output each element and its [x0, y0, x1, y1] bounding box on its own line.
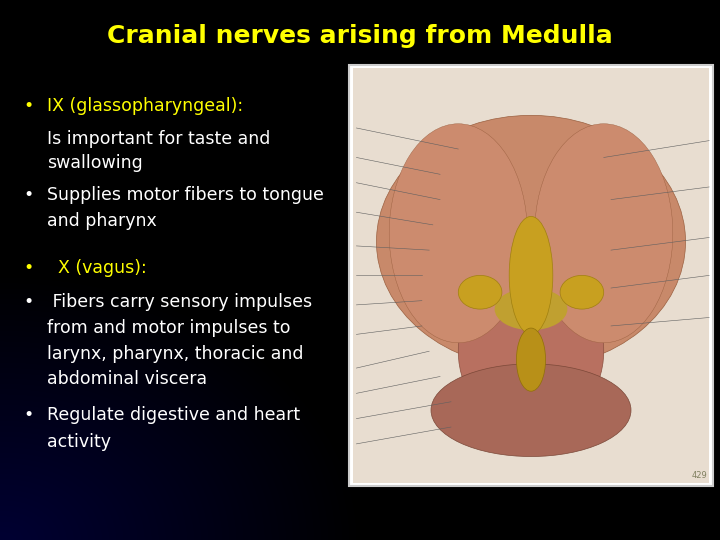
- Text: X (vagus):: X (vagus):: [47, 259, 147, 277]
- Text: from and motor impulses to: from and motor impulses to: [47, 319, 290, 336]
- Text: swallowing: swallowing: [47, 154, 143, 172]
- Ellipse shape: [535, 124, 672, 343]
- Ellipse shape: [516, 328, 546, 391]
- Ellipse shape: [560, 275, 603, 309]
- Ellipse shape: [431, 364, 631, 456]
- Text: •: •: [23, 186, 33, 204]
- Text: and pharynx: and pharynx: [47, 212, 156, 230]
- Text: abdominal viscera: abdominal viscera: [47, 370, 207, 388]
- Text: Regulate digestive and heart: Regulate digestive and heart: [47, 406, 300, 424]
- Ellipse shape: [390, 124, 527, 343]
- Text: •: •: [23, 406, 33, 424]
- Text: Fibers carry sensory impulses: Fibers carry sensory impulses: [47, 293, 312, 310]
- Text: Cranial nerves arising from Medulla: Cranial nerves arising from Medulla: [107, 24, 613, 48]
- Text: •: •: [23, 293, 33, 310]
- Ellipse shape: [459, 275, 502, 309]
- Text: IX (glassopharyngeal):: IX (glassopharyngeal):: [47, 97, 243, 115]
- Ellipse shape: [495, 288, 567, 330]
- Text: •: •: [23, 259, 33, 277]
- Text: Is important for taste and: Is important for taste and: [47, 130, 270, 147]
- Bar: [353, 68, 709, 483]
- Text: Supplies motor fibers to tongue: Supplies motor fibers to tongue: [47, 186, 324, 204]
- Text: larynx, pharynx, thoracic and: larynx, pharynx, thoracic and: [47, 345, 303, 362]
- Ellipse shape: [377, 116, 685, 368]
- Text: activity: activity: [47, 433, 111, 451]
- Ellipse shape: [458, 271, 603, 431]
- FancyBboxPatch shape: [349, 65, 713, 486]
- Ellipse shape: [509, 217, 553, 334]
- Text: •: •: [23, 97, 33, 115]
- Text: 429: 429: [691, 470, 707, 480]
